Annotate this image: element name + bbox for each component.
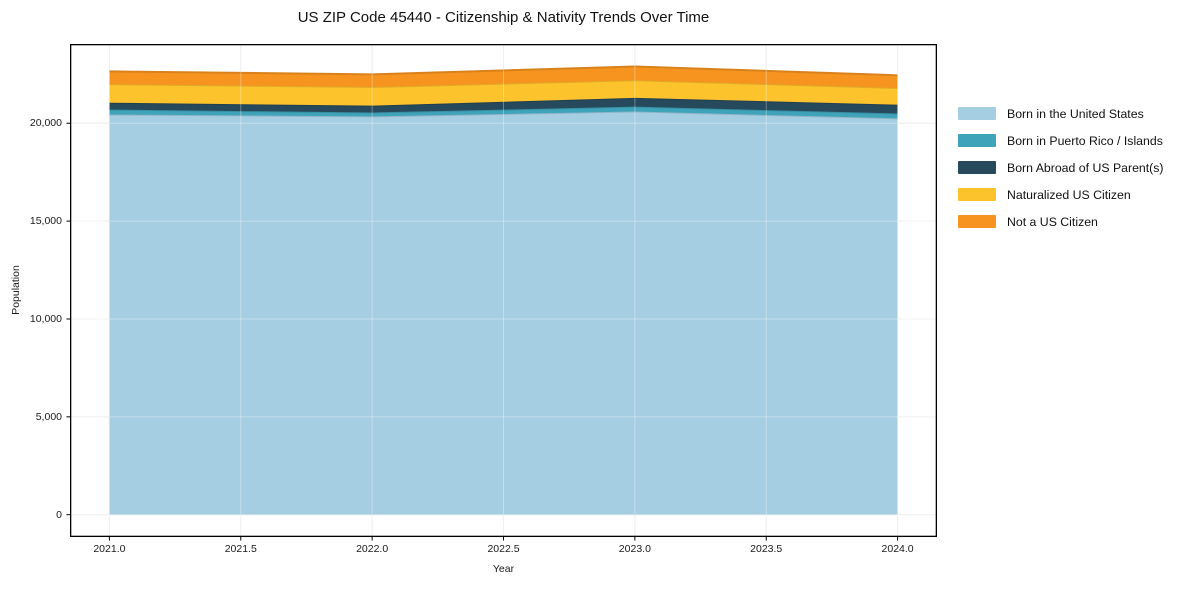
stacked-area-chart [66,43,938,541]
legend-item-puerto-rico: Born in Puerto Rico / Islands [958,127,1164,154]
y-tick-label: 10,000 [29,312,62,325]
x-tick-label: 2024.0 [881,543,914,555]
y-tick-label: 5,000 [35,410,62,423]
legend-label: Born in the United States [1007,106,1144,121]
x-tick-label: 2022.0 [356,543,389,555]
x-tick-label: 2023.0 [618,543,651,555]
chart-title: US ZIP Code 45440 - Citizenship & Nativi… [297,9,710,26]
x-tick-label: 2021.5 [224,543,257,555]
legend-item-not-citizen: Not a US Citizen [958,208,1164,235]
legend-item-born-us: Born in the United States [958,100,1164,127]
y-axis-label: Population [10,265,22,315]
x-axis-label: Year [492,563,515,575]
legend-swatch-born-abroad [958,161,996,174]
legend-swatch-born-us [958,107,996,120]
x-tick-label: 2022.5 [487,543,520,555]
y-tick-label: 0 [56,508,62,521]
legend-swatch-puerto-rico [958,134,996,147]
legend-swatch-naturalized [958,188,996,201]
legend-label: Born in Puerto Rico / Islands [1007,133,1163,148]
legend-swatch-not-citizen [958,215,996,228]
legend-item-born-abroad: Born Abroad of US Parent(s) [958,154,1164,181]
legend-label: Not a US Citizen [1007,214,1098,229]
legend-item-naturalized: Naturalized US Citizen [958,181,1164,208]
x-tick-label: 2023.5 [750,543,783,555]
legend-label: Born Abroad of US Parent(s) [1007,160,1164,175]
x-tick-label: 2021.0 [93,543,126,555]
y-tick-label: 20,000 [29,117,62,130]
legend: Born in the United States Born in Puerto… [958,100,1164,235]
legend-label: Naturalized US Citizen [1007,187,1131,202]
y-tick-label: 15,000 [29,215,62,228]
